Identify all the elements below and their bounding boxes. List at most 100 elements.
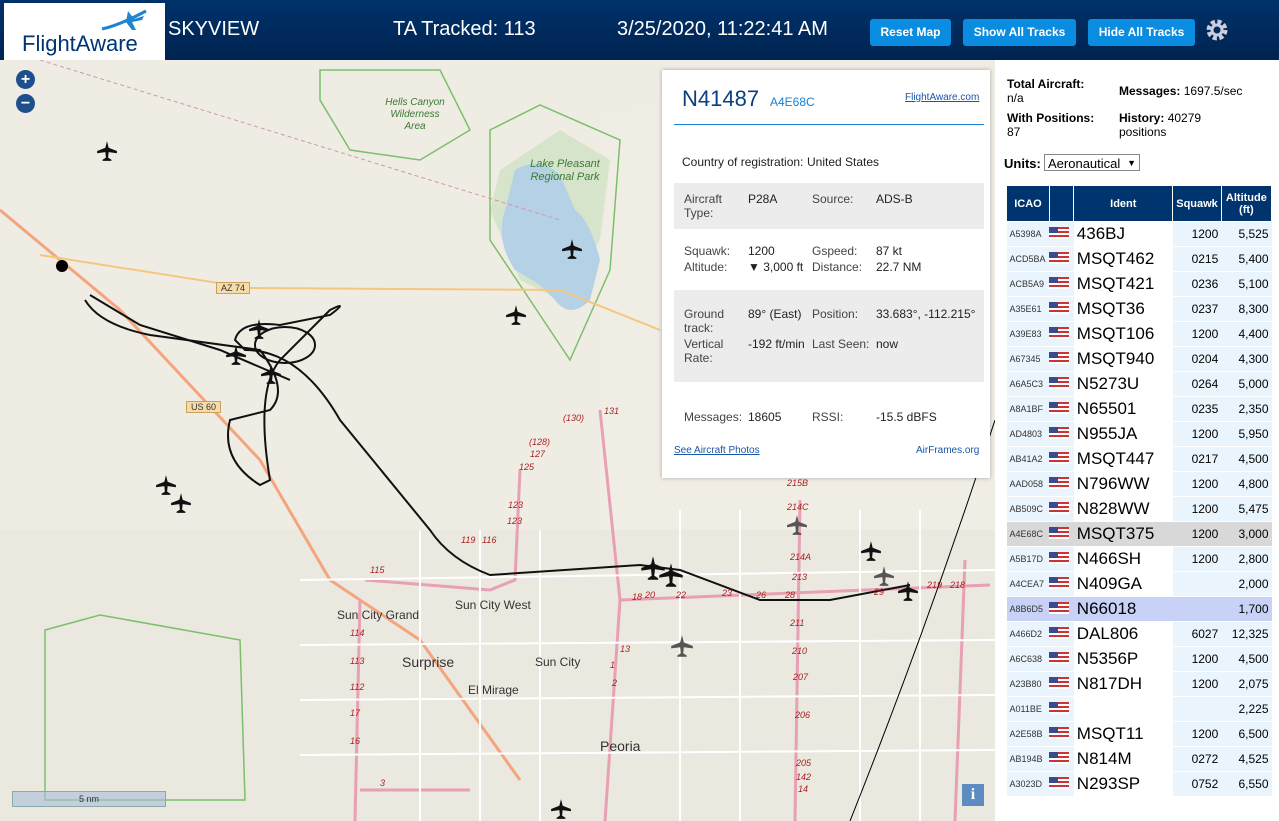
- field-label: Aircraft Type:: [684, 192, 723, 220]
- altitude: 2,000: [1221, 571, 1272, 597]
- field-label: Messages:: [684, 410, 743, 424]
- aircraft-row[interactable]: A6C638 N5356P 1200 4,500: [1006, 646, 1272, 672]
- aircraft-row[interactable]: A67345 MSQT940 0204 4,300: [1006, 346, 1272, 372]
- altitude: 2,800: [1221, 546, 1272, 572]
- road-label: 23: [722, 588, 733, 598]
- icao: A2E58B: [1006, 721, 1050, 747]
- ident: N817DH: [1073, 671, 1173, 697]
- squawk: 0237: [1172, 296, 1222, 322]
- road-label: 29: [874, 587, 885, 597]
- altitude: 4,800: [1221, 471, 1272, 497]
- road-label: AZ 74: [216, 282, 251, 294]
- altitude: 2,225: [1221, 696, 1272, 722]
- us-flag: [1049, 601, 1070, 614]
- icao: A8A1BF: [1006, 396, 1050, 422]
- squawk: 1200: [1172, 721, 1222, 747]
- road-label: 20: [645, 590, 656, 600]
- aircraft-row[interactable]: A2E58B MSQT11 1200 6,500: [1006, 721, 1272, 747]
- logo-text: FlightAware: [22, 31, 138, 56]
- aircraft-row[interactable]: A5398A 436BJ 1200 5,525: [1006, 221, 1272, 247]
- ident: N409GA: [1073, 571, 1173, 597]
- road-label: 123: [508, 500, 524, 510]
- road-label: 113: [350, 656, 365, 666]
- road-label: 119: [461, 535, 476, 545]
- aircraft-row[interactable]: A23B80 N817DH 1200 2,075: [1006, 671, 1272, 697]
- stat-value: 87: [1007, 125, 1021, 139]
- ident: N796WW: [1073, 471, 1173, 497]
- road-label: 116: [482, 535, 497, 545]
- aircraft-row[interactable]: A3023D N293SP 0752 6,550: [1006, 771, 1272, 797]
- aircraft-row[interactable]: AD4803 N955JA 1200 5,950: [1006, 421, 1272, 447]
- link[interactable]: FlightAware.com: [905, 92, 980, 103]
- link[interactable]: AirFrames.org: [916, 445, 980, 456]
- units-value: Aeronautical: [1048, 156, 1121, 171]
- aircraft-row[interactable]: A8B6D5 N66018 1,700: [1006, 596, 1272, 622]
- us-flag: [1049, 526, 1070, 539]
- aircraft-row[interactable]: A35E61 MSQT36 0237 8,300: [1006, 296, 1272, 322]
- road-label: 142: [796, 772, 812, 782]
- road-label: 13: [620, 644, 631, 654]
- button[interactable]: Hide All Tracks: [1088, 19, 1195, 46]
- ident: DAL806: [1073, 621, 1173, 647]
- aircraft-row[interactable]: A6A5C3 N5273U 0264 5,000: [1006, 371, 1272, 397]
- ident: MSQT940: [1073, 346, 1173, 372]
- aircraft-row[interactable]: ACB5A9 MSQT421 0236 5,100: [1006, 271, 1272, 297]
- info-button[interactable]: i: [962, 784, 984, 806]
- aircraft-row[interactable]: A4CEA7 N409GA 2,000: [1006, 571, 1272, 597]
- icao: A5398A: [1006, 221, 1050, 247]
- flag: [1049, 421, 1074, 447]
- squawk: [1172, 696, 1222, 722]
- settings-icon[interactable]: [1205, 18, 1229, 42]
- link[interactable]: See Aircraft Photos: [674, 445, 760, 456]
- field-value: -192 ft/min: [748, 337, 805, 351]
- aircraft-row[interactable]: AB41A2 MSQT447 0217 4,500: [1006, 446, 1272, 472]
- altitude: 4,300: [1221, 346, 1272, 372]
- aircraft-row[interactable]: A4E68C MSQT375 1200 3,000: [1006, 521, 1272, 547]
- button[interactable]: Show All Tracks: [963, 19, 1076, 46]
- altitude: 6,500: [1221, 721, 1272, 747]
- aircraft-row[interactable]: A39E83 MSQT106 1200 4,400: [1006, 321, 1272, 347]
- ident: MSQT421: [1073, 271, 1173, 297]
- us-flag: [1049, 476, 1070, 489]
- altitude: 12,325: [1221, 621, 1272, 647]
- field-label: Position:: [812, 307, 859, 321]
- zoom-in[interactable]: +: [16, 70, 35, 89]
- squawk: 1200: [1172, 496, 1222, 522]
- popup-section: Ground track: 89° (East) Position: 33.683°,…: [674, 290, 984, 382]
- popup-section: Squawk: 1200 Gspeed: 87 kt Altitude: ▼ 3,000 …: [674, 234, 984, 284]
- ident: MSQT375: [1073, 521, 1173, 547]
- icao: A4CEA7: [1006, 571, 1050, 597]
- field-label: Vertical Rate:: [684, 337, 724, 365]
- squawk: 1200: [1172, 521, 1222, 547]
- us-flag: [1049, 351, 1070, 364]
- aircraft-row[interactable]: A011BE 2,225: [1006, 696, 1272, 722]
- icao: ACD5BA: [1006, 246, 1050, 272]
- us-flag: [1049, 626, 1070, 639]
- stat-value: 1697.5/sec: [1183, 84, 1243, 98]
- icao: AB41A2: [1006, 446, 1050, 472]
- us-flag: [1049, 751, 1070, 764]
- aircraft-row[interactable]: A8A1BF N65501 0235 2,350: [1006, 396, 1272, 422]
- zoom-out[interactable]: −: [16, 94, 35, 113]
- flag: [1049, 621, 1074, 647]
- squawk: 0236: [1172, 271, 1222, 297]
- ident: N66018: [1073, 596, 1173, 622]
- aircraft-row[interactable]: AB509C N828WW 1200 5,475: [1006, 496, 1272, 522]
- altitude: 1,700: [1221, 596, 1272, 622]
- aircraft-row[interactable]: AB194B N814M 0272 4,525: [1006, 746, 1272, 772]
- flag: [1049, 546, 1074, 572]
- road-label: 215B: [787, 478, 809, 488]
- aircraft-row[interactable]: ACD5BA MSQT462 0215 5,400: [1006, 246, 1272, 272]
- road-label: 14: [798, 784, 809, 794]
- flag: [1049, 696, 1074, 722]
- field-value: 89° (East): [748, 307, 802, 321]
- road-label: 127: [530, 449, 546, 459]
- squawk: 0272: [1172, 746, 1222, 772]
- units-select[interactable]: Aeronautical ▼: [1044, 154, 1140, 171]
- aircraft-row[interactable]: A5B17D N466SH 1200 2,800: [1006, 546, 1272, 572]
- aircraft-row[interactable]: A466D2 DAL806 6027 12,325: [1006, 621, 1272, 647]
- aircraft-row[interactable]: AAD058 N796WW 1200 4,800: [1006, 471, 1272, 497]
- road-label: 17: [350, 708, 361, 718]
- flag: [1049, 371, 1074, 397]
- button[interactable]: Reset Map: [870, 19, 951, 46]
